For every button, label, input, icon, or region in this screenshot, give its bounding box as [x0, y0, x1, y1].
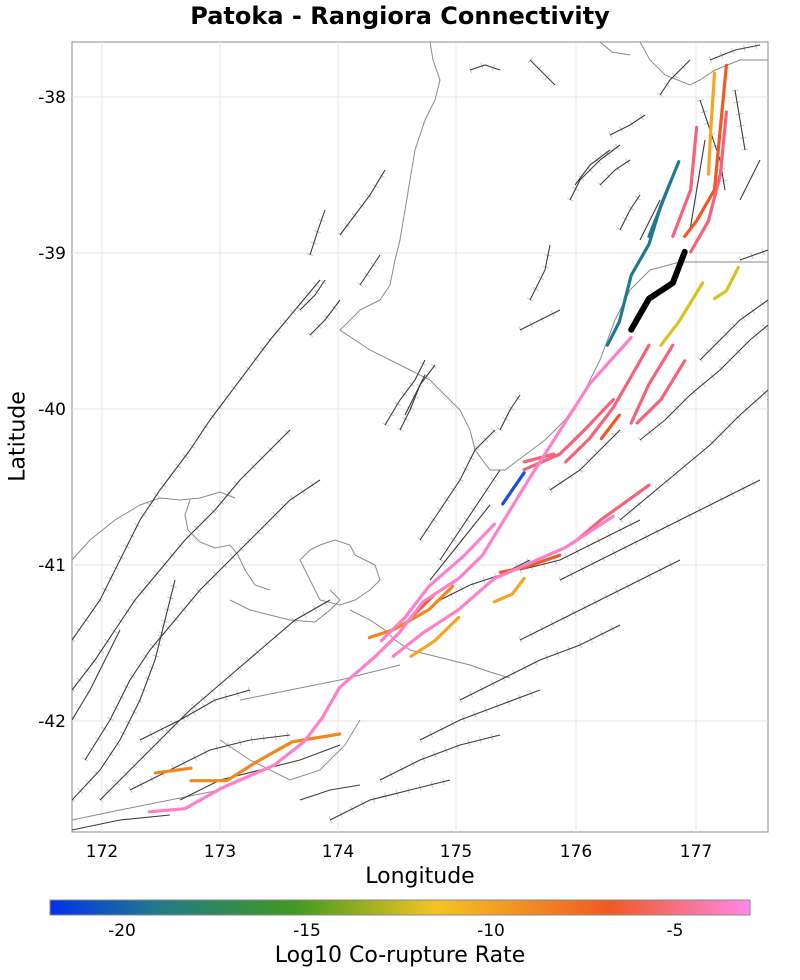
- corupture-fault-trace: [629, 343, 675, 425]
- colorbar-tick-label: -10: [477, 921, 505, 941]
- corupture-fault-trace: [671, 125, 699, 238]
- colorbar-tick-label: -15: [293, 921, 321, 941]
- x-tick-label: 176: [560, 842, 592, 862]
- corupture-fault-trace: [379, 522, 496, 643]
- y-tick-label: -42: [38, 712, 66, 732]
- source-fault-trace: [628, 248, 688, 333]
- y-tick-label: -38: [38, 88, 66, 108]
- corupture-fault-trace: [501, 471, 526, 506]
- colorbar-tick-label: -5: [667, 921, 684, 941]
- corupture-fault-trace: [409, 615, 461, 658]
- corupture-fault-trace: [498, 553, 562, 574]
- colorbar: [49, 899, 751, 916]
- corupture-fault-trace: [599, 413, 621, 441]
- x-tick-label: 172: [86, 842, 118, 862]
- colorbar-tick-label: -20: [108, 921, 136, 941]
- corupture-fault-trace: [147, 335, 633, 814]
- corupture-fault-trace: [689, 110, 729, 254]
- y-tick-label: -39: [38, 244, 66, 264]
- corupture-fault-trace: [635, 359, 687, 425]
- corupture-fault-trace: [659, 281, 705, 347]
- corupture-fault-trace: [683, 63, 729, 238]
- corupture-fault-trace: [492, 576, 526, 604]
- corupture-fault-trace: [564, 343, 651, 464]
- y-tick-label: -41: [38, 556, 66, 576]
- y-tick-label: -40: [38, 400, 66, 420]
- y-axis-label: Latitude: [5, 391, 31, 482]
- corupture-fault-trace: [706, 71, 717, 176]
- corupture-fault-trace: [647, 180, 673, 238]
- corupture-fault-trace: [153, 766, 193, 775]
- x-tick-label: 173: [204, 842, 236, 862]
- map-title: Patoka - Rangiora Connectivity: [190, 2, 610, 30]
- corupture-fault-trace: [522, 398, 615, 472]
- x-tick-label: 174: [322, 842, 354, 862]
- colorbar-title: Log10 Co-rupture Rate: [274, 943, 526, 968]
- background-faults: [72, 42, 768, 831]
- corupture-fault-trace: [712, 265, 740, 301]
- corupture-fault-trace: [391, 514, 615, 658]
- plot-area: [71, 41, 769, 833]
- x-tick-label: 175: [440, 842, 472, 862]
- x-tick-label: 177: [680, 842, 712, 862]
- x-axis-label: Longitude: [365, 864, 475, 889]
- corupture-fault-trace: [522, 452, 556, 464]
